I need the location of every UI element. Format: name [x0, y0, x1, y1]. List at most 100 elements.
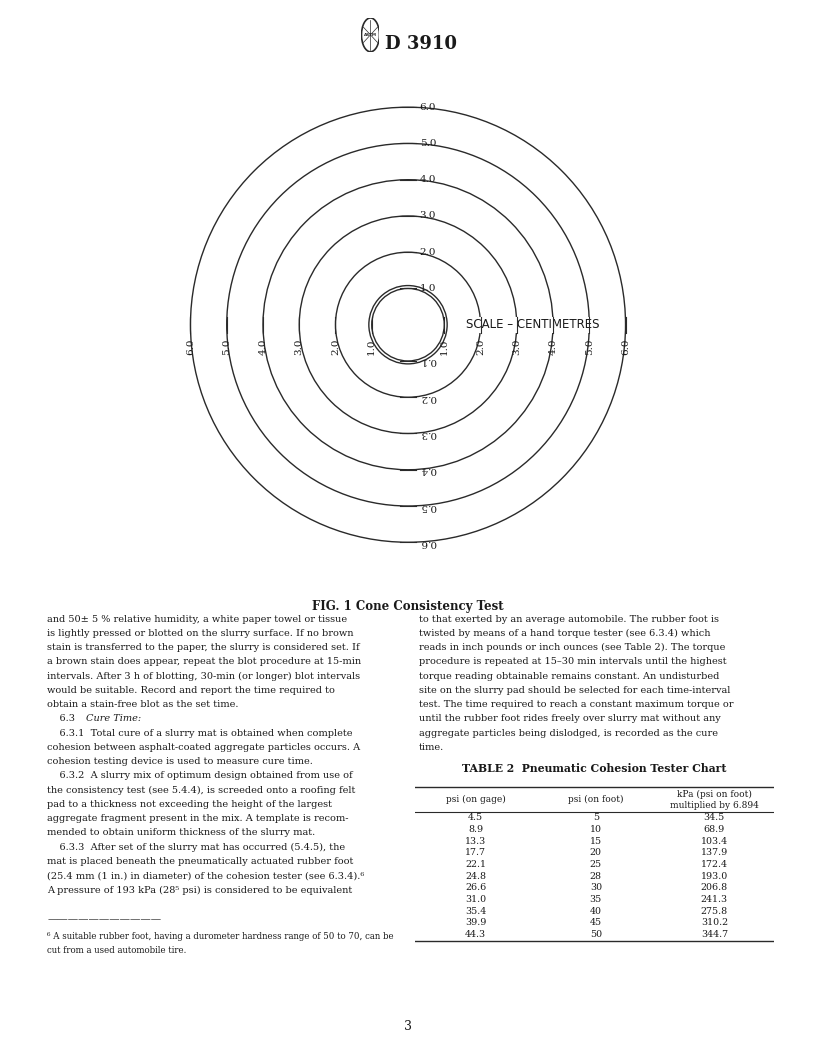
Text: 6.3.1  Total cure of a slurry mat is obtained when complete: 6.3.1 Total cure of a slurry mat is obta… [47, 729, 353, 738]
Text: cohesion between asphalt-coated aggregate particles occurs. A: cohesion between asphalt-coated aggregat… [47, 743, 361, 752]
Text: procedure is repeated at 15–30 min intervals until the highest: procedure is repeated at 15–30 min inter… [419, 657, 726, 666]
Text: Cure Time:: Cure Time: [86, 714, 142, 723]
Text: 35.4: 35.4 [465, 907, 486, 916]
Text: 3.0: 3.0 [419, 211, 436, 221]
Text: obtain a stain-free blot as the set time.: obtain a stain-free blot as the set time… [47, 700, 239, 710]
Text: 172.4: 172.4 [701, 860, 728, 869]
Text: 4.0: 4.0 [419, 175, 436, 184]
Text: psi (on foot): psi (on foot) [568, 795, 623, 805]
Text: 206.8: 206.8 [701, 884, 728, 892]
Text: 5.0: 5.0 [222, 338, 231, 355]
Text: 31.0: 31.0 [465, 895, 486, 904]
Text: mended to obtain uniform thickness of the slurry mat.: mended to obtain uniform thickness of th… [47, 828, 316, 837]
Text: 4.0: 4.0 [259, 338, 268, 355]
Text: 45: 45 [590, 919, 602, 927]
Text: 137.9: 137.9 [701, 848, 728, 857]
Text: aggregate particles being dislodged, is recorded as the cure: aggregate particles being dislodged, is … [419, 729, 717, 738]
Text: 2.0: 2.0 [419, 248, 436, 257]
Text: 0.1: 0.1 [419, 357, 436, 365]
Text: 30: 30 [590, 884, 602, 892]
Text: 193.0: 193.0 [701, 872, 728, 881]
Text: 275.8: 275.8 [701, 907, 728, 916]
Text: 25: 25 [590, 860, 602, 869]
Text: psi (on gage): psi (on gage) [446, 795, 505, 805]
Text: 1.0: 1.0 [419, 284, 436, 293]
Text: cohesion testing device is used to measure cure time.: cohesion testing device is used to measu… [47, 757, 313, 767]
Text: site on the slurry pad should be selected for each time-interval: site on the slurry pad should be selecte… [419, 686, 730, 695]
Text: A pressure of 193 kPa (28⁵ psi) is considered to be equivalent: A pressure of 193 kPa (28⁵ psi) is consi… [47, 885, 353, 894]
Text: is lightly pressed or blotted on the slurry surface. If no brown: is lightly pressed or blotted on the slu… [47, 628, 354, 638]
Text: 103.4: 103.4 [701, 836, 728, 846]
Text: FIG. 1 Cone Consistency Test: FIG. 1 Cone Consistency Test [313, 600, 503, 612]
Text: 6.3.2  A slurry mix of optimum design obtained from use of: 6.3.2 A slurry mix of optimum design obt… [47, 771, 353, 780]
Text: 17.7: 17.7 [465, 848, 486, 857]
Text: 3.0: 3.0 [512, 338, 521, 355]
Text: the consistency test (see 5.4.4), is screeded onto a roofing felt: the consistency test (see 5.4.4), is scr… [47, 786, 356, 795]
Text: ———————————: ——————————— [47, 916, 162, 925]
Text: 5.0: 5.0 [419, 139, 436, 148]
Text: 1.0: 1.0 [367, 338, 376, 355]
Text: 44.3: 44.3 [465, 930, 486, 939]
Text: 50: 50 [590, 930, 602, 939]
Text: and 50± 5 % relative humidity, a white paper towel or tissue: and 50± 5 % relative humidity, a white p… [47, 615, 348, 624]
Text: stain is transferred to the paper, the slurry is considered set. If: stain is transferred to the paper, the s… [47, 643, 360, 653]
Text: 0.4: 0.4 [419, 466, 436, 474]
Text: 2.0: 2.0 [331, 338, 340, 355]
Text: time.: time. [419, 743, 444, 752]
Text: 13.3: 13.3 [465, 836, 486, 846]
Text: 8.9: 8.9 [468, 825, 483, 834]
Text: 39.9: 39.9 [465, 919, 486, 927]
Text: 6.0: 6.0 [621, 338, 630, 355]
Text: test. The time required to reach a constant maximum torque or: test. The time required to reach a const… [419, 700, 733, 710]
Text: 20: 20 [590, 848, 602, 857]
Text: 4.0: 4.0 [548, 338, 557, 355]
Text: reads in inch pounds or inch ounces (see Table 2). The torque: reads in inch pounds or inch ounces (see… [419, 643, 725, 653]
Text: 40: 40 [590, 907, 602, 916]
Text: 5.0: 5.0 [585, 338, 594, 355]
Text: 0.6: 0.6 [419, 538, 436, 547]
Text: 4.5: 4.5 [468, 813, 483, 823]
Text: 10: 10 [590, 825, 602, 834]
Text: 0.3: 0.3 [419, 429, 436, 438]
Text: to that exerted by an average automobile. The rubber foot is: to that exerted by an average automobile… [419, 615, 719, 624]
Text: 2.0: 2.0 [476, 338, 485, 355]
Text: aggregate fragment present in the mix. A template is recom-: aggregate fragment present in the mix. A… [47, 814, 348, 824]
Text: 310.2: 310.2 [701, 919, 728, 927]
Text: 6.3: 6.3 [47, 714, 82, 723]
Text: ⁶ A suitable rubber foot, having a durometer hardness range of 50 to 70, can be: ⁶ A suitable rubber foot, having a durom… [47, 932, 394, 942]
Text: 15: 15 [590, 836, 602, 846]
Text: mat is placed beneath the pneumatically actuated rubber foot: mat is placed beneath the pneumatically … [47, 857, 353, 866]
Text: 0.5: 0.5 [419, 502, 436, 510]
Text: 3.0: 3.0 [295, 338, 304, 355]
Text: 28: 28 [590, 872, 602, 881]
Text: 0.2: 0.2 [419, 393, 436, 401]
Text: 5: 5 [592, 813, 599, 823]
Text: 34.5: 34.5 [703, 813, 725, 823]
Text: 6.3.3  After set of the slurry mat has occurred (5.4.5), the: 6.3.3 After set of the slurry mat has oc… [47, 843, 345, 852]
Text: 22.1: 22.1 [465, 860, 486, 869]
Text: twisted by means of a hand torque tester (see 6.3.4) which: twisted by means of a hand torque tester… [419, 628, 710, 638]
Text: kPa (psi on foot)
multiplied by 6.894: kPa (psi on foot) multiplied by 6.894 [670, 790, 759, 810]
Text: until the rubber foot rides freely over slurry mat without any: until the rubber foot rides freely over … [419, 714, 721, 723]
Text: 344.7: 344.7 [701, 930, 728, 939]
Text: a brown stain does appear, repeat the blot procedure at 15-min: a brown stain does appear, repeat the bl… [47, 657, 361, 666]
Text: would be suitable. Record and report the time required to: would be suitable. Record and report the… [47, 686, 335, 695]
Text: 35: 35 [590, 895, 602, 904]
Text: 1.0: 1.0 [440, 338, 449, 355]
Text: 24.8: 24.8 [465, 872, 486, 881]
Text: cut from a used automobile tire.: cut from a used automobile tire. [47, 946, 187, 956]
Text: pad to a thickness not exceeding the height of the largest: pad to a thickness not exceeding the hei… [47, 800, 332, 809]
Text: 241.3: 241.3 [701, 895, 728, 904]
Text: torque reading obtainable remains constant. An undisturbed: torque reading obtainable remains consta… [419, 672, 719, 681]
Text: SCALE – CENTIMETRES: SCALE – CENTIMETRES [466, 318, 600, 332]
Text: 68.9: 68.9 [703, 825, 725, 834]
Text: 6.0: 6.0 [419, 102, 436, 112]
Text: TABLE 2  Pneumatic Cohesion Tester Chart: TABLE 2 Pneumatic Cohesion Tester Chart [462, 763, 726, 774]
Text: ASTM: ASTM [364, 33, 377, 37]
Text: 3: 3 [404, 1020, 412, 1033]
Text: intervals. After 3 h of blotting, 30-min (or longer) blot intervals: intervals. After 3 h of blotting, 30-min… [47, 672, 361, 681]
Text: D 3910: D 3910 [385, 35, 457, 54]
Text: 6.0: 6.0 [186, 338, 195, 355]
Text: 26.6: 26.6 [465, 884, 486, 892]
Text: (25.4 mm (1 in.) in diameter) of the cohesion tester (see 6.3.4).⁶: (25.4 mm (1 in.) in diameter) of the coh… [47, 871, 365, 881]
